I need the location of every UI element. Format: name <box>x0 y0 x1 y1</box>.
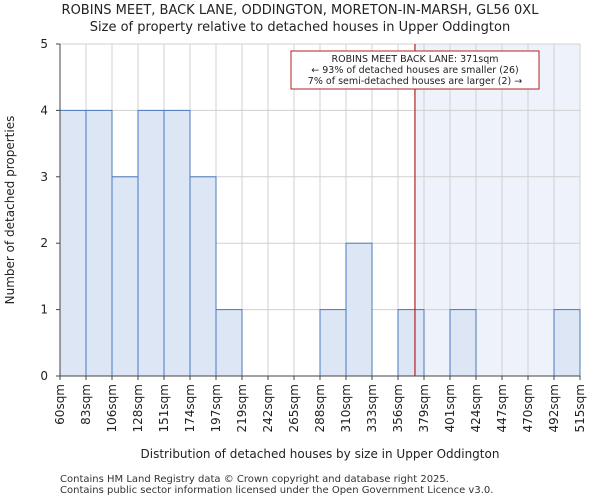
x-tick-label: 356sqm <box>391 384 405 432</box>
y-tick-label: 4 <box>40 103 48 117</box>
chart-title-line1: ROBINS MEET, BACK LANE, ODDINGTON, MORET… <box>61 3 539 18</box>
chart-title: ROBINS MEET, BACK LANE, ODDINGTON, MORET… <box>0 2 600 36</box>
x-tick-label: 60sqm <box>53 384 67 425</box>
histogram-bar <box>345 242 373 377</box>
y-axis-title: Number of detached properties <box>3 116 17 305</box>
footer-line2: Contains public sector information licen… <box>60 485 494 496</box>
x-tick-label: 106sqm <box>105 384 119 432</box>
x-tick-label: 265sqm <box>287 384 301 432</box>
annotation-text-line: 7% of semi-detached houses are larger (2… <box>308 76 522 87</box>
histogram-bar <box>59 109 87 377</box>
x-tick-label: 128sqm <box>131 384 145 432</box>
x-tick-label: 333sqm <box>365 384 379 432</box>
y-tick-label: 3 <box>40 170 48 184</box>
x-tick-label: 151sqm <box>157 384 171 432</box>
y-tick-label: 5 <box>40 37 48 51</box>
x-tick-label: 197sqm <box>209 384 223 432</box>
annotation-text-line: ← 93% of detached houses are smaller (26… <box>311 65 518 76</box>
highlight-region <box>414 44 580 376</box>
x-tick-label: 424sqm <box>469 384 483 432</box>
y-tick-label: 1 <box>40 303 48 317</box>
x-tick-label: 447sqm <box>495 384 509 432</box>
y-tick-label: 2 <box>40 236 48 250</box>
chart-title-line2: Size of property relative to detached ho… <box>89 20 511 35</box>
annotation-box <box>290 50 540 90</box>
x-tick-label: 83sqm <box>79 384 93 425</box>
histogram-bar <box>397 309 425 377</box>
x-tick-label: 310sqm <box>339 384 353 432</box>
histogram-bar <box>449 309 477 377</box>
y-tick-label: 0 <box>40 369 48 383</box>
footer-attribution: Contains HM Land Registry data © Crown c… <box>60 474 493 496</box>
x-tick-label: 515sqm <box>573 384 587 432</box>
x-tick-label: 174sqm <box>183 384 197 432</box>
histogram-bar <box>85 109 113 377</box>
x-tick-label: 242sqm <box>261 384 275 432</box>
x-tick-label: 401sqm <box>443 384 457 432</box>
x-tick-label: 219sqm <box>235 384 249 432</box>
histogram-bar <box>137 109 165 377</box>
annotation-text-line: ROBINS MEET BACK LANE: 371sqm <box>331 54 498 65</box>
x-tick-label: 379sqm <box>417 384 431 432</box>
histogram-bar <box>111 176 139 377</box>
x-tick-label: 470sqm <box>521 384 535 432</box>
histogram-bar <box>215 309 243 377</box>
histogram-bar <box>319 309 347 377</box>
x-tick-label: 288sqm <box>313 384 327 432</box>
histogram-bar <box>553 309 581 377</box>
x-axis-title: Distribution of detached houses by size … <box>141 447 500 461</box>
x-tick-label: 492sqm <box>547 384 561 432</box>
footer-line1: Contains HM Land Registry data © Crown c… <box>60 474 449 485</box>
histogram-bar <box>189 176 217 377</box>
histogram-bar <box>163 109 191 377</box>
